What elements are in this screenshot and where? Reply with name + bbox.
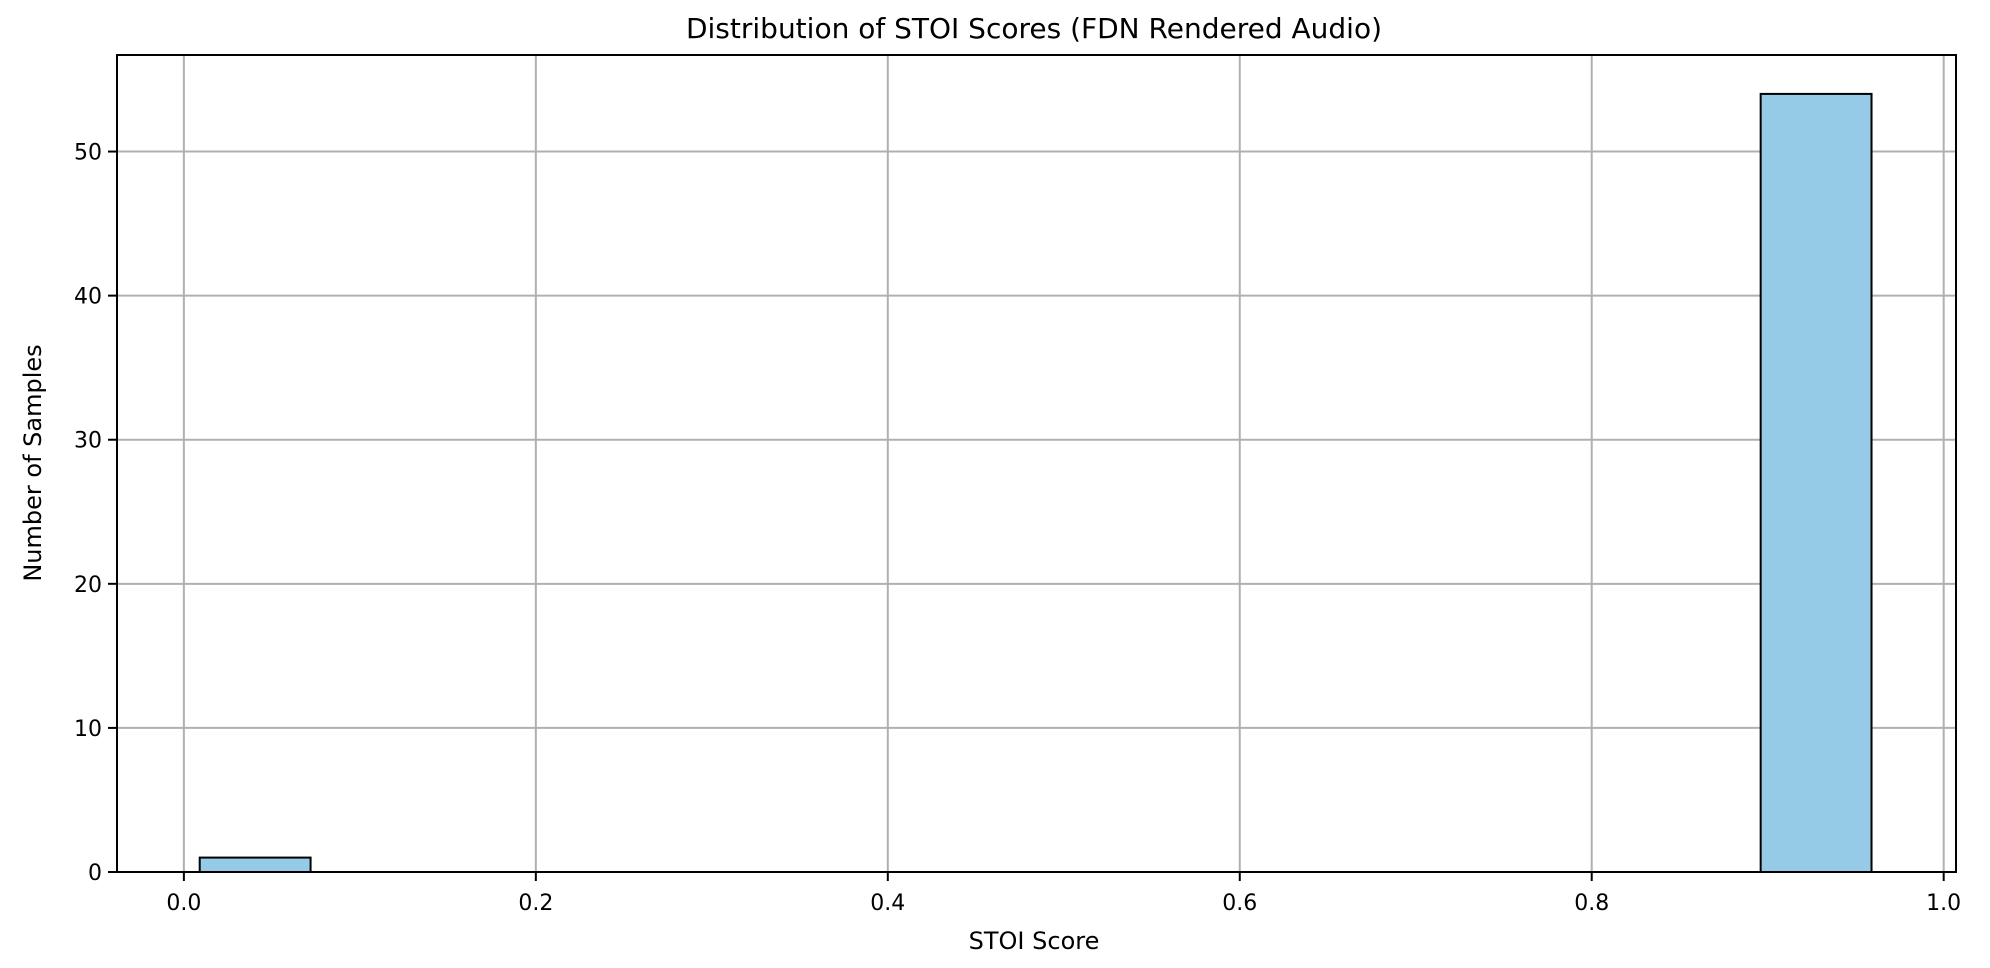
x-tick-label: 0.4 <box>870 891 905 916</box>
x-tick-label: 0.2 <box>518 891 553 916</box>
y-tick-label: 10 <box>74 717 102 742</box>
chart-title: Distribution of STOI Scores (FDN Rendere… <box>686 12 1382 45</box>
y-tick-label: 50 <box>74 141 102 166</box>
x-tick-label: 0.8 <box>1574 891 1609 916</box>
x-tick-label: 1.0 <box>1926 891 1961 916</box>
axis-ticks: 0.0 0.2 0.4 0.6 0.8 1.0 0 10 20 30 40 50 <box>74 141 1961 916</box>
histogram-bar <box>1759 92 1873 873</box>
y-axis-label: Number of Samples <box>19 344 47 581</box>
histogram-bars <box>198 92 1873 873</box>
y-tick-label: 20 <box>74 573 102 598</box>
plot-frame <box>116 54 1957 873</box>
histogram-bar <box>198 856 312 873</box>
y-tick-label: 40 <box>74 285 102 310</box>
x-tick-label: 0.0 <box>166 891 201 916</box>
grid-lines <box>117 55 1956 873</box>
x-tick-label: 0.6 <box>1222 891 1257 916</box>
y-tick-label: 30 <box>74 429 102 454</box>
x-axis-label: STOI Score <box>969 927 1100 955</box>
y-tick-label: 0 <box>88 861 102 886</box>
